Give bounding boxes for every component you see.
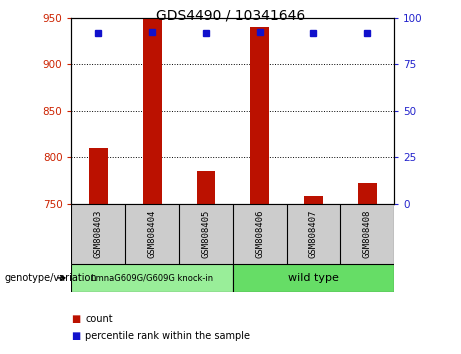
Text: count: count: [85, 314, 113, 324]
Text: GDS4490 / 10341646: GDS4490 / 10341646: [156, 9, 305, 23]
Bar: [89, 148, 108, 204]
Text: GSM808403: GSM808403: [94, 210, 103, 258]
Text: GSM808408: GSM808408: [363, 210, 372, 258]
Text: percentile rank within the sample: percentile rank within the sample: [85, 331, 250, 341]
Text: GSM808407: GSM808407: [309, 210, 318, 258]
Bar: [143, 18, 161, 204]
Text: GSM808404: GSM808404: [148, 210, 157, 258]
Bar: [233, 264, 394, 292]
Text: wild type: wild type: [288, 273, 339, 283]
Text: genotype/variation: genotype/variation: [5, 273, 97, 283]
Bar: [304, 196, 323, 204]
Bar: [196, 171, 215, 204]
Text: GSM808406: GSM808406: [255, 210, 264, 258]
Text: ■: ■: [71, 331, 81, 341]
Text: LmnaG609G/G609G knock-in: LmnaG609G/G609G knock-in: [91, 273, 213, 282]
Bar: [358, 183, 377, 204]
Text: GSM808405: GSM808405: [201, 210, 210, 258]
Bar: [71, 264, 233, 292]
Text: ■: ■: [71, 314, 81, 324]
Bar: [250, 27, 269, 204]
